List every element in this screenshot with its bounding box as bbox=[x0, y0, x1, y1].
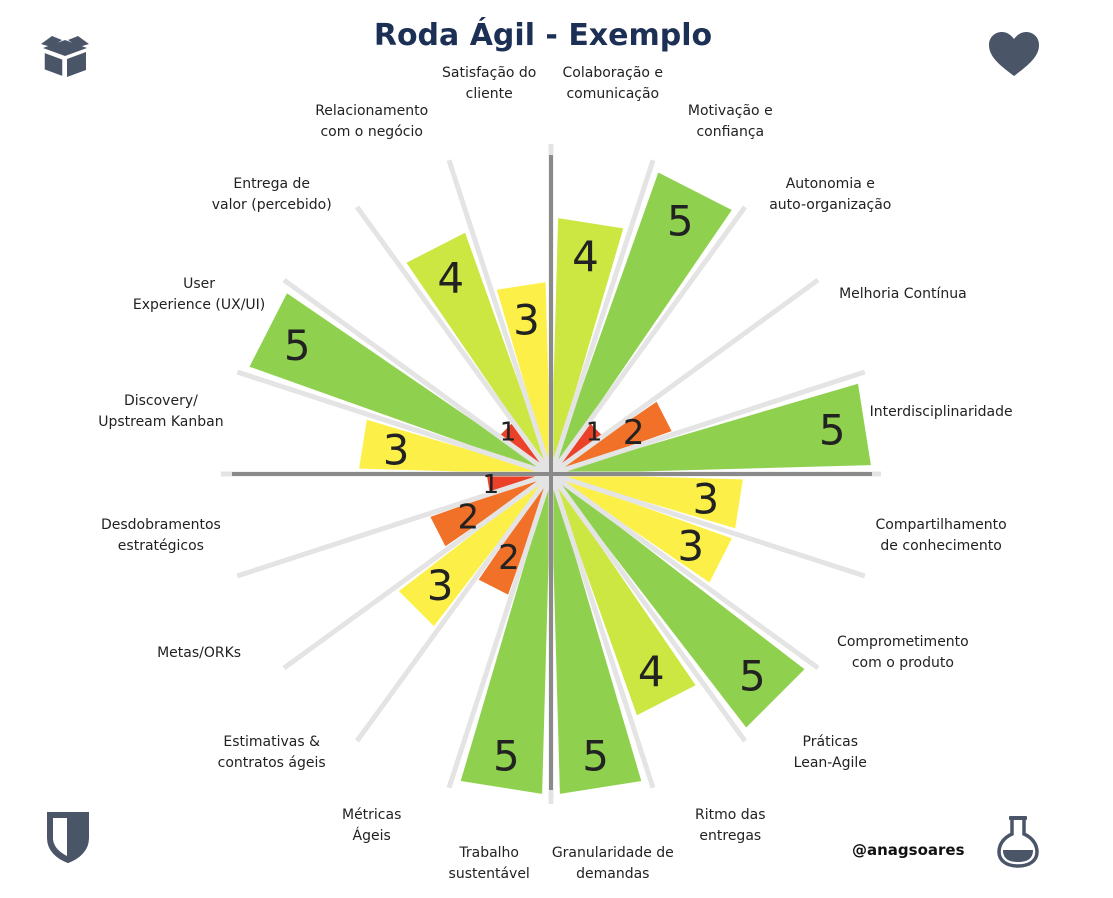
category-label-2: Motivação e confiança bbox=[687, 103, 773, 141]
wedge-9 bbox=[551, 474, 696, 716]
value-label-1: 4 bbox=[572, 232, 599, 281]
wedge-13 bbox=[398, 474, 551, 627]
category-label-15: Desdobramentos estratégicos bbox=[100, 516, 221, 554]
wedge-1 bbox=[551, 218, 624, 474]
value-label-5: 5 bbox=[819, 406, 846, 455]
wedge-8 bbox=[551, 474, 805, 728]
value-label-14: 2 bbox=[457, 497, 479, 537]
wedges-layer bbox=[249, 172, 871, 794]
wedge-12 bbox=[478, 474, 551, 595]
category-label-9: Ritmo das entregas bbox=[695, 806, 766, 844]
category-label-1: Colaboração e comunicação bbox=[562, 64, 664, 102]
value-label-17: 5 bbox=[284, 321, 311, 370]
wedge-19 bbox=[406, 232, 551, 474]
flask-icon bbox=[997, 816, 1039, 868]
value-label-10: 5 bbox=[582, 731, 609, 780]
category-label-16: Discovery/ Upstream Kanban bbox=[98, 393, 224, 431]
category-label-8: Práticas Lean-Agile bbox=[793, 734, 867, 772]
category-label-5: Interdisciplinaridade bbox=[869, 403, 1013, 420]
value-label-2: 5 bbox=[667, 196, 694, 245]
separator-line bbox=[236, 471, 552, 579]
category-label-14: Metas/ORKs bbox=[157, 644, 242, 661]
value-label-9: 4 bbox=[638, 647, 665, 696]
wedge-4 bbox=[551, 401, 672, 474]
separator-line bbox=[548, 472, 748, 743]
separator-line bbox=[354, 205, 554, 476]
value-label-8: 5 bbox=[739, 652, 766, 701]
separator-line bbox=[549, 277, 820, 477]
value-label-12: 2 bbox=[498, 538, 520, 578]
category-label-19: Relacionamento com o negócio bbox=[315, 103, 429, 141]
value-label-11: 5 bbox=[493, 731, 520, 780]
separator-line bbox=[446, 159, 554, 475]
chart-title: Roda Ágil - Exemplo bbox=[373, 18, 713, 53]
value-label-13: 3 bbox=[427, 561, 454, 610]
wedge-3 bbox=[551, 423, 602, 474]
separator-line bbox=[548, 205, 748, 476]
value-label-16: 3 bbox=[383, 426, 410, 475]
wedge-5 bbox=[551, 383, 871, 474]
wedge-10 bbox=[551, 474, 642, 794]
separator-line bbox=[549, 471, 820, 671]
category-label-3: Autonomia e auto-organização bbox=[769, 175, 892, 213]
author-handle: @anagsoares bbox=[852, 841, 965, 859]
category-label-7: Comprometimento com o produto bbox=[837, 634, 969, 672]
value-label-15: 1 bbox=[483, 470, 500, 500]
value-label-18: 1 bbox=[500, 417, 517, 447]
category-label-11: Trabalho sustentável bbox=[448, 845, 530, 883]
separator-line bbox=[550, 369, 866, 477]
separator-line bbox=[446, 473, 554, 789]
shield-icon bbox=[47, 812, 89, 864]
category-label-12: Métricas Ágeis bbox=[341, 806, 402, 844]
category-label-17: User Experience (UX/UI) bbox=[132, 275, 266, 313]
box-icon bbox=[41, 36, 89, 79]
separator-line bbox=[354, 472, 554, 743]
wedge-18 bbox=[500, 423, 551, 474]
category-label-6: Compartilhamento de conhecimento bbox=[875, 516, 1007, 554]
category-label-13: Estimativas & contratos ágeis bbox=[217, 734, 326, 772]
category-label-4: Melhoria Contínua bbox=[839, 286, 967, 303]
value-label-3: 1 bbox=[586, 417, 603, 447]
value-label-6: 3 bbox=[693, 475, 720, 524]
axes-layer bbox=[232, 155, 872, 790]
category-label-10: Granularidade de demandas bbox=[551, 845, 674, 883]
separator-line bbox=[550, 471, 866, 579]
wedge-7 bbox=[551, 474, 732, 583]
separator-line bbox=[548, 159, 656, 475]
value-label-19: 4 bbox=[437, 253, 464, 302]
separator-line bbox=[548, 473, 656, 789]
separator-line bbox=[236, 369, 552, 477]
wedge-2 bbox=[551, 172, 732, 474]
wedge-11 bbox=[460, 474, 551, 794]
value-label-7: 3 bbox=[677, 521, 704, 570]
separator-line bbox=[282, 471, 553, 671]
wedge-14 bbox=[430, 474, 551, 547]
value-label-20: 3 bbox=[513, 295, 540, 344]
heart-icon bbox=[989, 32, 1039, 76]
category-label-18: Entrega de valor (percebido) bbox=[211, 175, 332, 213]
value-label-4: 2 bbox=[623, 413, 645, 453]
separator-line bbox=[282, 277, 553, 477]
category-label-20: Satisfação do cliente bbox=[441, 64, 537, 102]
wedge-17 bbox=[249, 293, 551, 474]
